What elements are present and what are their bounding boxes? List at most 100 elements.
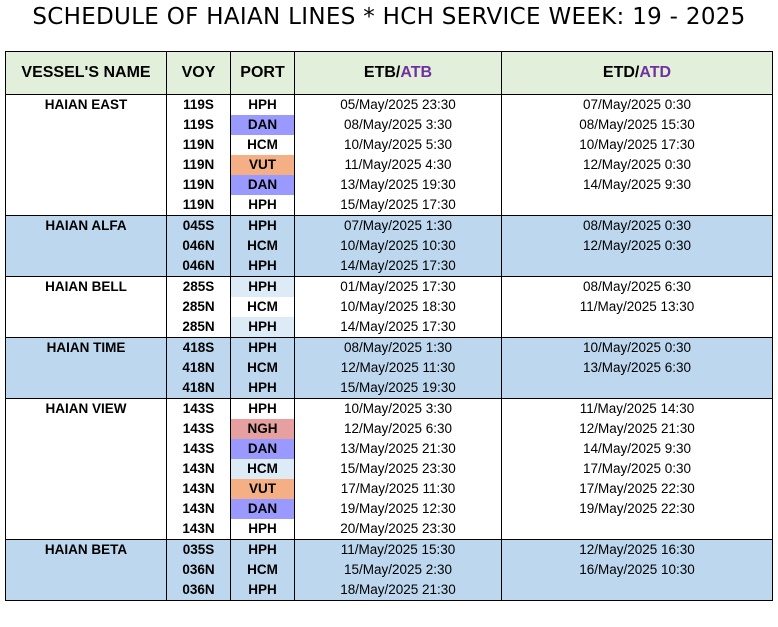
etb-cell: 19/May/2025 12:30 bbox=[294, 499, 502, 519]
vessel-name-cell: HAIAN VIEW bbox=[5, 398, 167, 419]
etb-cell: 14/May/2025 17:30 bbox=[294, 317, 502, 338]
voy-cell: 036N bbox=[166, 560, 231, 580]
port-cell: HCM bbox=[230, 560, 295, 580]
etd-cell: 13/May/2025 6:30 bbox=[501, 358, 773, 378]
vessel-name-cell bbox=[5, 580, 167, 601]
table-row: 036N HPH 18/May/2025 21:30 bbox=[5, 580, 773, 601]
table-row: HAIAN ALFA 045S HPH 07/May/2025 1:30 08/May/… bbox=[5, 215, 773, 236]
etd-cell bbox=[501, 378, 773, 399]
voy-cell: 036N bbox=[166, 580, 231, 601]
table-row: 143N HCM 15/May/2025 23:30 17/May/2025 0:30 bbox=[5, 459, 773, 479]
table-row: 046N HCM 10/May/2025 10:30 12/May/2025 0:30 bbox=[5, 236, 773, 256]
table-row: 143S NGH 12/May/2025 6:30 12/May/2025 21:30 bbox=[5, 419, 773, 439]
port-cell: HCM bbox=[230, 459, 295, 479]
port-cell: HPH bbox=[230, 378, 295, 399]
voy-cell: 119N bbox=[166, 135, 231, 155]
vessel-name-cell bbox=[5, 459, 167, 479]
etd-cell: 11/May/2025 14:30 bbox=[501, 398, 773, 419]
etd-cell: 10/May/2025 0:30 bbox=[501, 337, 773, 358]
port-cell: HPH bbox=[230, 256, 295, 277]
port-cell: HPH bbox=[230, 398, 295, 419]
etb-cell: 13/May/2025 21:30 bbox=[294, 439, 502, 459]
voy-cell: 119S bbox=[166, 94, 231, 115]
header-row: VESSEL'S NAME VOY PORT ETB/ATB ETD/ATD bbox=[5, 51, 773, 95]
etb-cell: 08/May/2025 1:30 bbox=[294, 337, 502, 358]
etb-cell: 10/May/2025 10:30 bbox=[294, 236, 502, 256]
table-row: HAIAN VIEW 143S HPH 10/May/2025 3:30 11/May/… bbox=[5, 398, 773, 419]
etd-cell bbox=[501, 195, 773, 216]
port-cell: HPH bbox=[230, 519, 295, 540]
voy-cell: 046N bbox=[166, 256, 231, 277]
table-row: 418N HPH 15/May/2025 19:30 bbox=[5, 378, 773, 399]
etb-cell: 11/May/2025 15:30 bbox=[294, 539, 502, 560]
table-row: 143N DAN 19/May/2025 12:30 19/May/2025 22:3… bbox=[5, 499, 773, 519]
etb-cell: 10/May/2025 3:30 bbox=[294, 398, 502, 419]
etb-cell: 11/May/2025 4:30 bbox=[294, 155, 502, 175]
table-row: 418N HCM 12/May/2025 11:30 13/May/2025 6:30 bbox=[5, 358, 773, 378]
voy-cell: 119N bbox=[166, 155, 231, 175]
vessel-name-cell bbox=[5, 115, 167, 135]
voy-cell: 418S bbox=[166, 337, 231, 358]
vessel-name-cell bbox=[5, 135, 167, 155]
header-etd: ETD/ bbox=[602, 64, 640, 81]
voy-cell: 143S bbox=[166, 419, 231, 439]
etd-cell: 11/May/2025 13:30 bbox=[501, 297, 773, 317]
vessel-name-cell bbox=[5, 519, 167, 540]
table-row: 285N HPH 14/May/2025 17:30 bbox=[5, 317, 773, 338]
port-cell: HPH bbox=[230, 215, 295, 236]
voy-cell: 119S bbox=[166, 115, 231, 135]
etd-cell: 12/May/2025 0:30 bbox=[501, 155, 773, 175]
etb-cell: 12/May/2025 6:30 bbox=[294, 419, 502, 439]
table-row: HAIAN EAST 119S HPH 05/May/2025 23:30 07/May… bbox=[5, 94, 773, 115]
voy-cell: 418N bbox=[166, 358, 231, 378]
voy-cell: 143N bbox=[166, 459, 231, 479]
etd-cell: 12/May/2025 0:30 bbox=[501, 236, 773, 256]
table-row: 036N HCM 15/May/2025 2:30 16/May/2025 10:30 bbox=[5, 560, 773, 580]
etd-cell: 08/May/2025 15:30 bbox=[501, 115, 773, 135]
table-row: 119N HCM 10/May/2025 5:30 10/May/2025 17:30 bbox=[5, 135, 773, 155]
port-cell: DAN bbox=[230, 439, 295, 459]
vessel-name-cell bbox=[5, 419, 167, 439]
vessel-name-cell bbox=[5, 358, 167, 378]
table-row: 143N VUT 17/May/2025 11:30 17/May/2025 22:3… bbox=[5, 479, 773, 499]
table-row: 119N DAN 13/May/2025 19:30 14/May/2025 9:30 bbox=[5, 175, 773, 195]
vessel-name-cell: HAIAN BELL bbox=[5, 276, 167, 297]
etb-cell: 15/May/2025 19:30 bbox=[294, 378, 502, 399]
etb-cell: 05/May/2025 23:30 bbox=[294, 94, 502, 115]
voy-cell: 035S bbox=[166, 539, 231, 560]
vessel-name-cell bbox=[5, 155, 167, 175]
port-cell: DAN bbox=[230, 499, 295, 519]
port-cell: DAN bbox=[230, 115, 295, 135]
etd-cell: 10/May/2025 17:30 bbox=[501, 135, 773, 155]
header-etb-atb: ETB/ATB bbox=[294, 51, 502, 95]
etd-cell bbox=[501, 256, 773, 277]
etd-cell: 17/May/2025 0:30 bbox=[501, 459, 773, 479]
vessel-name-cell bbox=[5, 479, 167, 499]
header-etb: ETB/ bbox=[363, 64, 401, 81]
port-cell: HPH bbox=[230, 195, 295, 216]
etb-cell: 08/May/2025 3:30 bbox=[294, 115, 502, 135]
header-atb: ATB bbox=[400, 64, 433, 81]
etb-cell: 14/May/2025 17:30 bbox=[294, 256, 502, 277]
etb-cell: 13/May/2025 19:30 bbox=[294, 175, 502, 195]
header-etd-atd: ETD/ATD bbox=[501, 51, 773, 95]
vessel-name-cell: HAIAN BETA bbox=[5, 539, 167, 560]
table-row: 285N HCM 10/May/2025 18:30 11/May/2025 13:3… bbox=[5, 297, 773, 317]
table-row: 046N HPH 14/May/2025 17:30 bbox=[5, 256, 773, 277]
port-cell: VUT bbox=[230, 155, 295, 175]
etd-cell bbox=[501, 317, 773, 338]
port-cell: HCM bbox=[230, 135, 295, 155]
table-row: HAIAN TIME 418S HPH 08/May/2025 1:30 10/May/… bbox=[5, 337, 773, 358]
header-voy: VOY bbox=[166, 51, 231, 95]
etb-cell: 17/May/2025 11:30 bbox=[294, 479, 502, 499]
etd-cell: 19/May/2025 22:30 bbox=[501, 499, 773, 519]
header-vessel-name: VESSEL'S NAME bbox=[5, 51, 167, 95]
vessel-name-cell bbox=[5, 175, 167, 195]
voy-cell: 285S bbox=[166, 276, 231, 297]
table-row: 119N HPH 15/May/2025 17:30 bbox=[5, 195, 773, 216]
etd-cell: 12/May/2025 21:30 bbox=[501, 419, 773, 439]
vessel-name-cell bbox=[5, 439, 167, 459]
etb-cell: 10/May/2025 5:30 bbox=[294, 135, 502, 155]
etb-cell: 07/May/2025 1:30 bbox=[294, 215, 502, 236]
etb-cell: 15/May/2025 17:30 bbox=[294, 195, 502, 216]
